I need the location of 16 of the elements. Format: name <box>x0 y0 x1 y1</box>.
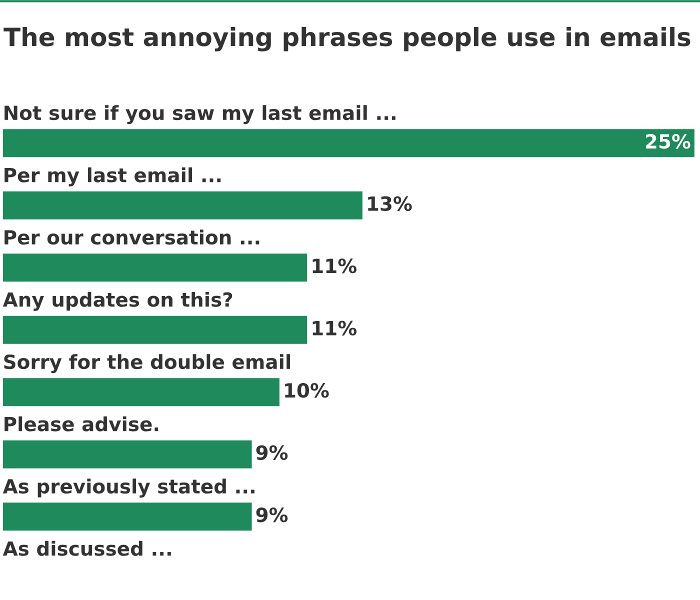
data-label: 11% <box>312 320 357 336</box>
data-label: 25% <box>646 134 690 149</box>
y-tick-label: Per my last email ... <box>4 167 221 186</box>
y-tick-label: As discussed ... <box>2 540 171 556</box>
y-tick-label: Any updates on this? <box>2 292 232 311</box>
data-label: 10% <box>285 383 329 398</box>
data-label: 13% <box>368 196 412 211</box>
y-tick-label: Per our conversation ... <box>4 230 260 245</box>
data-label: 9% <box>256 445 288 460</box>
y-tick-label: Sorry for the double email <box>4 354 290 374</box>
y-tick-label: Please advise. <box>4 416 158 432</box>
data-label: 11% <box>312 258 357 274</box>
y-tick-label: As previously stated ... <box>2 478 254 498</box>
data-label: 9% <box>256 508 288 522</box>
y-tick-label: Not sure if you saw my last email ... <box>4 105 396 124</box>
chart-title: The most annoying phrases people use in emails <box>4 27 690 52</box>
